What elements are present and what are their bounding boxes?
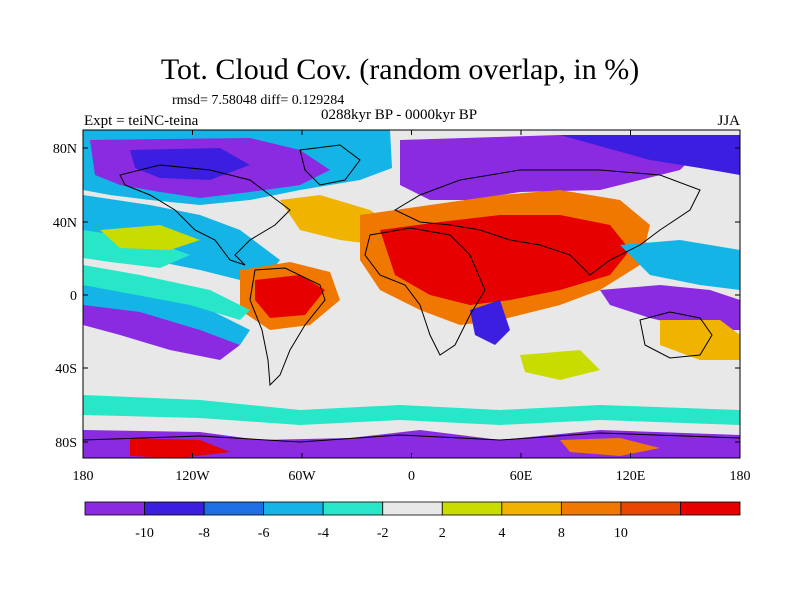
anomaly-region-antarctic-orange [560, 438, 660, 456]
lon-tick-label: 180 [730, 469, 751, 484]
colorbar-swatch [263, 501, 324, 516]
longitude-axis: 180 120W 60W 0 60E 120E 180 [73, 130, 751, 484]
lon-tick-label: 120E [616, 469, 646, 484]
colorbar-swatch [84, 501, 145, 516]
anomaly-region-south-pacific-cyan [83, 280, 250, 345]
experiment-label: Expt = teiNC-teina [84, 113, 199, 129]
latitude-axis: 80N 40N 0 40S 80S [53, 142, 740, 451]
colorbar-swatch [144, 501, 205, 516]
colorbar-label: 2 [439, 526, 446, 541]
coastlines [83, 144, 740, 443]
colorbar [84, 501, 741, 516]
coastline-eurasia [393, 169, 701, 276]
colorbar-swatch [680, 501, 741, 516]
anomaly-region-antarctic-red [130, 438, 230, 458]
colorbar-swatch [441, 501, 503, 516]
anomaly-region-arctic-east-edge [560, 135, 740, 175]
anomaly-region-pacific-teal [83, 230, 190, 268]
lat-tick-label: 40S [55, 362, 77, 377]
lon-tick-label: 60E [510, 469, 533, 484]
colorbar-label: -4 [317, 526, 329, 541]
coastline-greenland [299, 144, 361, 186]
lat-tick-label: 80S [55, 436, 77, 451]
lat-tick-label: 80N [53, 142, 77, 157]
colorbar-label: 8 [558, 526, 565, 541]
anomaly-region-southern-ocean-teal [83, 395, 740, 425]
coastline-australia [639, 311, 713, 359]
anomaly-region-amazon-red [255, 275, 325, 318]
lon-tick-label: 180 [73, 469, 94, 484]
lat-tick-label: 40N [53, 216, 77, 231]
coastline-africa [364, 227, 486, 356]
anomaly-region-east-africa-blue [470, 300, 510, 345]
colorbar-label: -6 [258, 526, 270, 541]
colorbar-label: -2 [377, 526, 389, 541]
anomaly-region-south-pacific-teal [83, 265, 250, 320]
coastline-antarctica [83, 432, 740, 443]
anomaly-region-maritime-cyan [620, 240, 740, 290]
colorbar-swatch [322, 501, 384, 516]
lon-tick-label: 0 [408, 469, 415, 484]
anomaly-region-south-pacific-purple [83, 300, 240, 360]
anomaly-region-indian-ocean-purple [600, 285, 740, 330]
colorbar-label: 4 [498, 526, 505, 541]
lon-tick-label: 120W [175, 469, 210, 484]
season-label: JJA [717, 113, 740, 129]
anomaly-region-australia-orange [660, 320, 740, 360]
lon-tick-label: 60W [288, 469, 316, 484]
plot-title: Tot. Cloud Cov. (random overlap, in %) [160, 53, 640, 86]
anomaly-region-n-pacific-yellow [100, 225, 200, 250]
coastline-north-america [119, 164, 291, 266]
anomaly-region-africa-asia-red [380, 215, 630, 305]
colorbar-labels: -10 -8 -6 -4 -2 2 4 8 10 [135, 526, 628, 541]
rmsd-diff-stats: rmsd= 7.58048 diff= 0.129284 [172, 93, 345, 108]
colorbar-label: 10 [614, 526, 628, 541]
colorbar-swatch [203, 501, 265, 516]
lat-tick-label: 0 [70, 289, 77, 304]
period-label: 0288kyr BP - 0000kyr BP [321, 107, 478, 123]
anomaly-region-south-indian-yellow [520, 350, 600, 380]
coastline-south-america [249, 267, 326, 387]
colorbar-swatch [560, 501, 622, 516]
colorbar-swatch [620, 501, 681, 516]
colorbar-swatch [501, 501, 562, 516]
colorbar-label: -8 [198, 526, 210, 541]
colorbar-label: -10 [135, 526, 154, 541]
colorbar-swatch [382, 501, 443, 516]
